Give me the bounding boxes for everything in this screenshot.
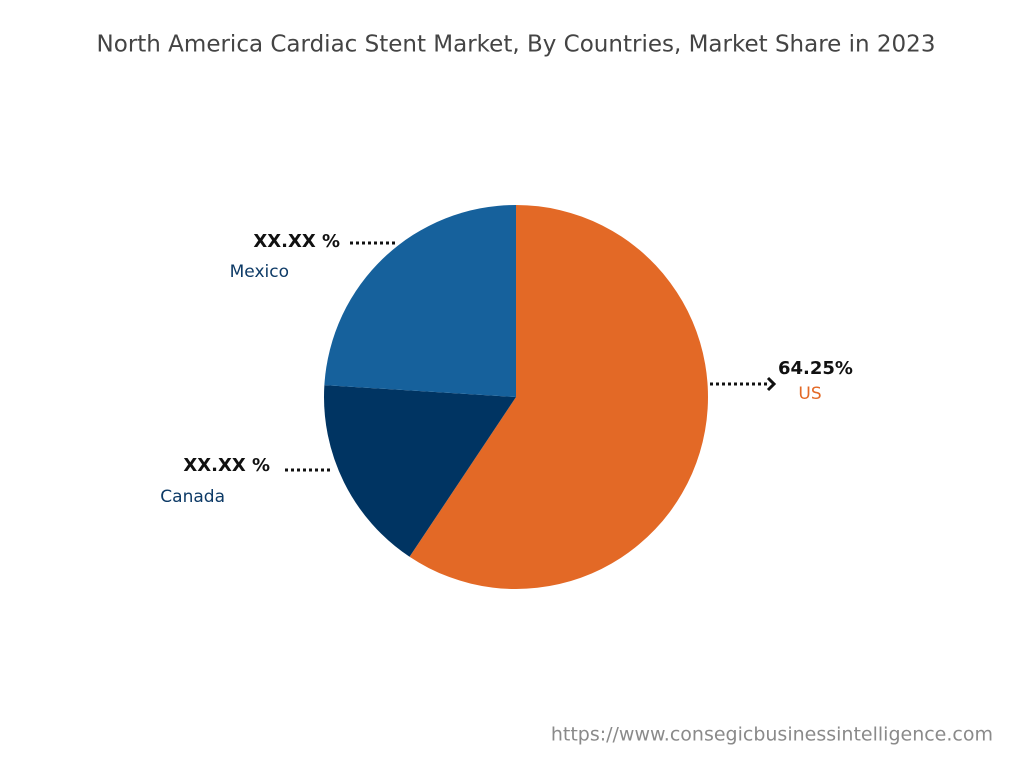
pie-slice — [324, 205, 516, 397]
value-label: XX.XX % — [183, 455, 270, 476]
pie — [324, 205, 708, 589]
chart-title: North America Cardiac Stent Market, By C… — [97, 32, 936, 58]
pie-slice — [324, 385, 516, 557]
leader-arrow — [766, 376, 777, 392]
source-url: https://www.consegicbusinessintelligence… — [551, 724, 993, 746]
value-label: 64.25% — [778, 358, 853, 379]
pie-slice — [409, 205, 708, 589]
labels: 64.25% US XX.XX % Canada XX.XX % Mexico — [160, 231, 853, 507]
value-label: XX.XX % — [253, 231, 340, 252]
category-label: Canada — [160, 487, 225, 507]
category-label: Mexico — [230, 262, 289, 282]
category-label: US — [798, 384, 821, 404]
